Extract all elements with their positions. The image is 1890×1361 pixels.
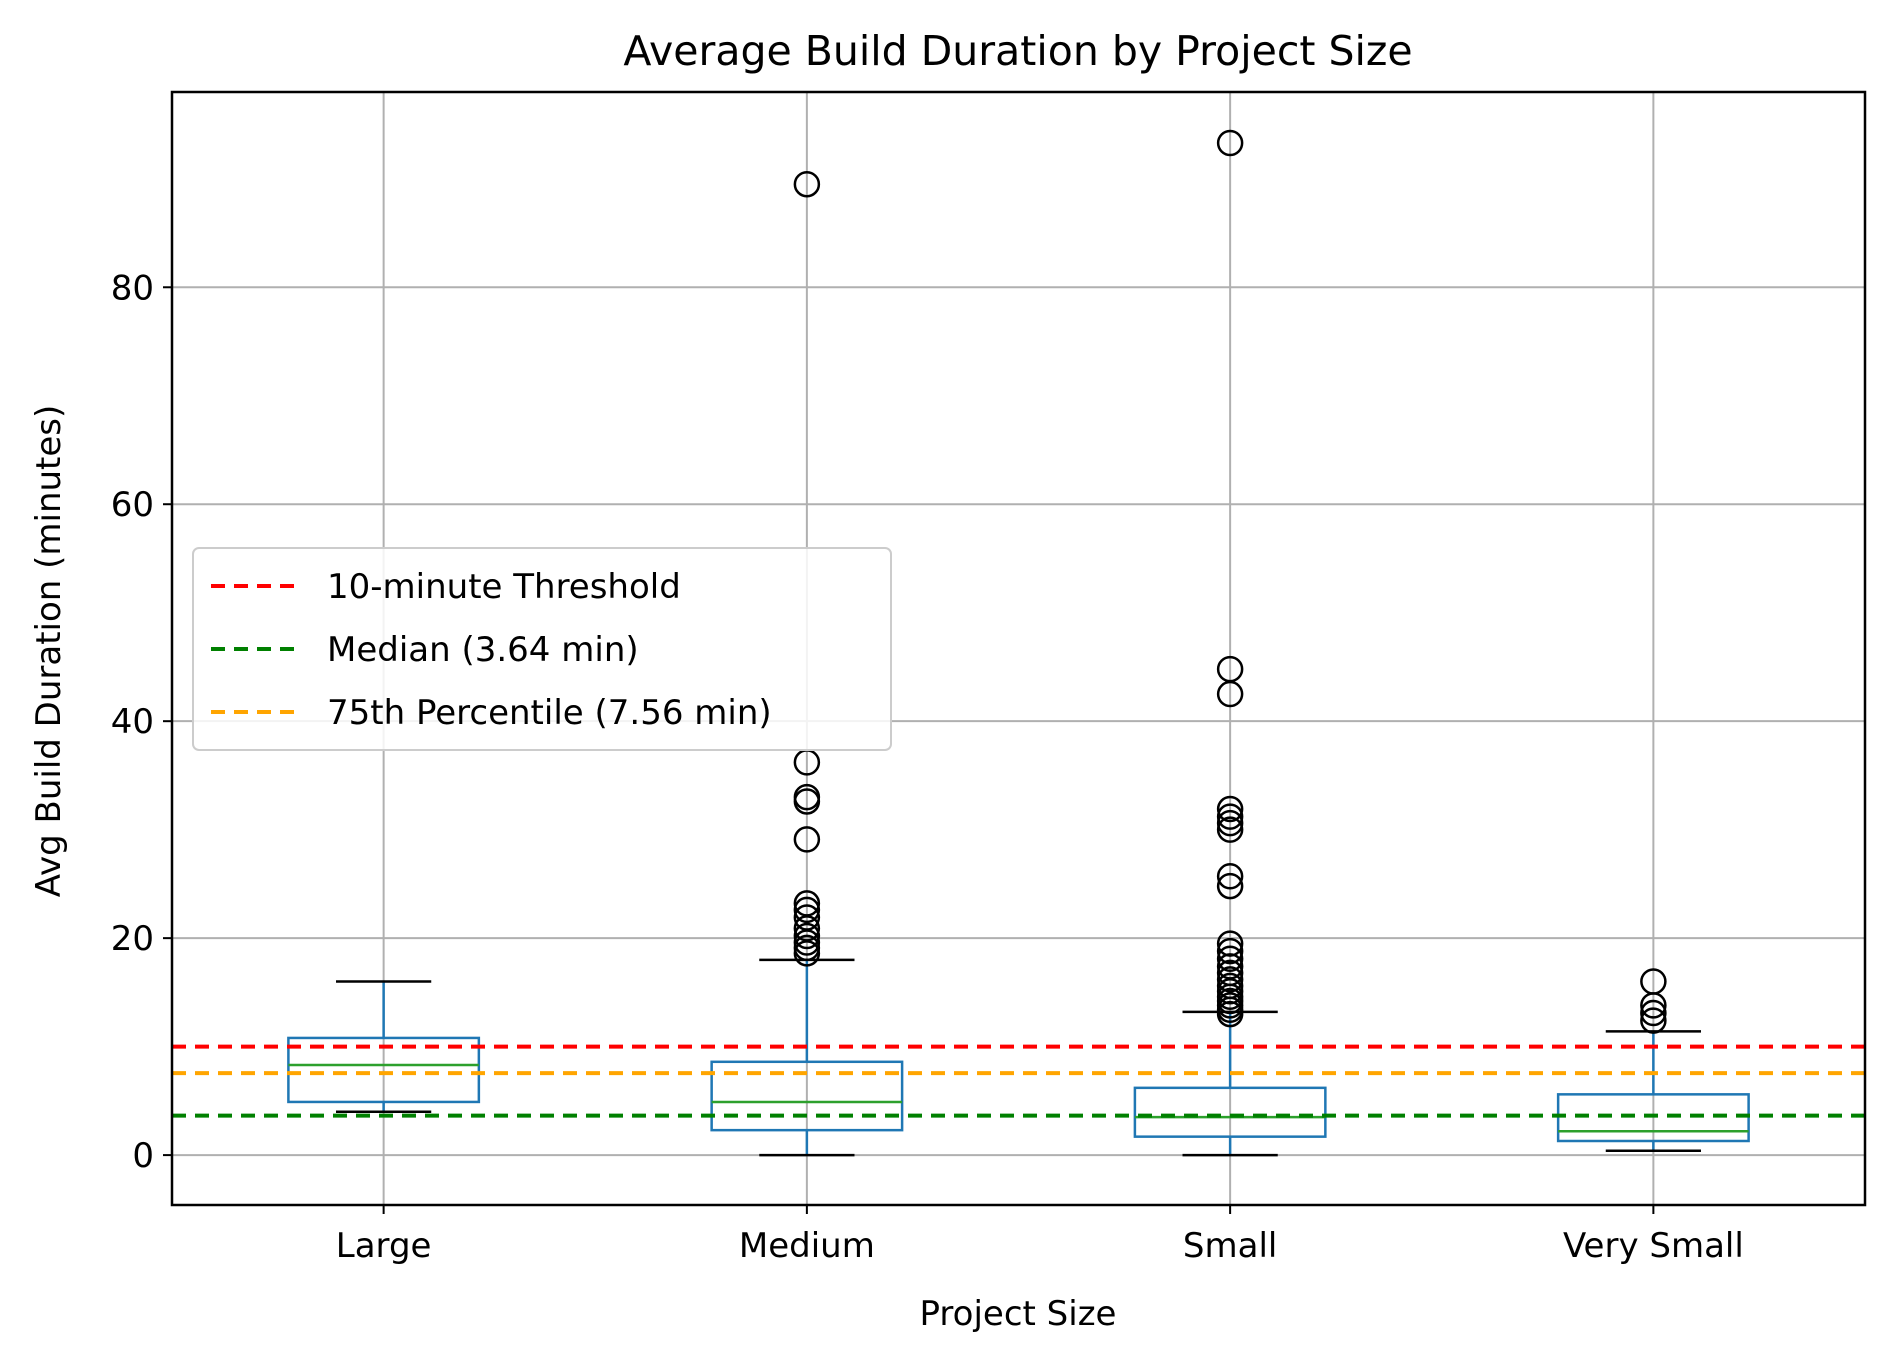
y-tick-label: 80 [111,268,154,308]
box-medium [710,170,904,1157]
outlier-point [1216,945,1244,973]
outlier-point [1216,655,1244,683]
x-tick-label: Very Small [1563,1226,1744,1266]
box-large [287,980,481,1113]
outlier-point [793,904,821,931]
plot-frame [170,90,1867,1207]
outlier-point [793,170,821,198]
outlier-point [1216,966,1244,993]
legend-label: 75th Percentile (7.56 min) [327,693,772,733]
y-axis-title: Avg Build Duration (minutes) [29,405,69,898]
y-tick-label: 60 [111,485,154,525]
x-tick-label: Small [1183,1226,1277,1266]
y-tick-label: 20 [111,919,154,959]
y-tick-label: 40 [111,702,154,742]
outlier-point [793,896,821,924]
x-tick-label: Large [336,1226,432,1266]
y-tick-label: 0 [132,1136,154,1176]
outlier-point [1216,863,1244,890]
x-axis-title: Project Size [920,1294,1117,1334]
outlier-point [1216,937,1244,965]
outlier-point [1216,972,1244,1000]
outlier-point [1216,959,1244,987]
outlier-point [1216,803,1244,830]
legend: 10-minute Threshold Median (3.64 min) 75th… [192,547,892,751]
outlier-point [1216,816,1244,843]
legend-label: 10-minute Threshold [327,567,681,607]
outlier-point [1216,795,1244,823]
chart-title: Average Build Duration by Project Size [623,27,1412,75]
outlier-point [1640,968,1667,995]
box-layer [287,129,1750,1157]
reference-line-layer [172,1044,1865,1118]
iqr-box [1556,1093,1750,1143]
iqr-box [287,1036,481,1104]
outlier-point [793,890,821,917]
outlier-point [793,826,821,853]
outlier-point [1216,129,1244,157]
outlier-point [1640,999,1667,1027]
iqr-box [1133,1086,1327,1138]
outlier-point [1216,930,1244,957]
outlier-point [1216,872,1244,900]
axis-layer: 0 20 40 60 80 Large Medium Small Very Small [111,90,1867,1266]
legend-label: Median (3.64 min) [327,630,639,670]
outlier-point [1216,809,1244,837]
legend-box [192,547,892,751]
x-tick-label: Medium [739,1226,875,1266]
iqr-box [710,1060,904,1132]
box-very-small [1556,968,1750,1153]
outlier-point [793,922,821,950]
outlier-point [1640,1007,1667,1034]
outlier-point [793,783,821,811]
